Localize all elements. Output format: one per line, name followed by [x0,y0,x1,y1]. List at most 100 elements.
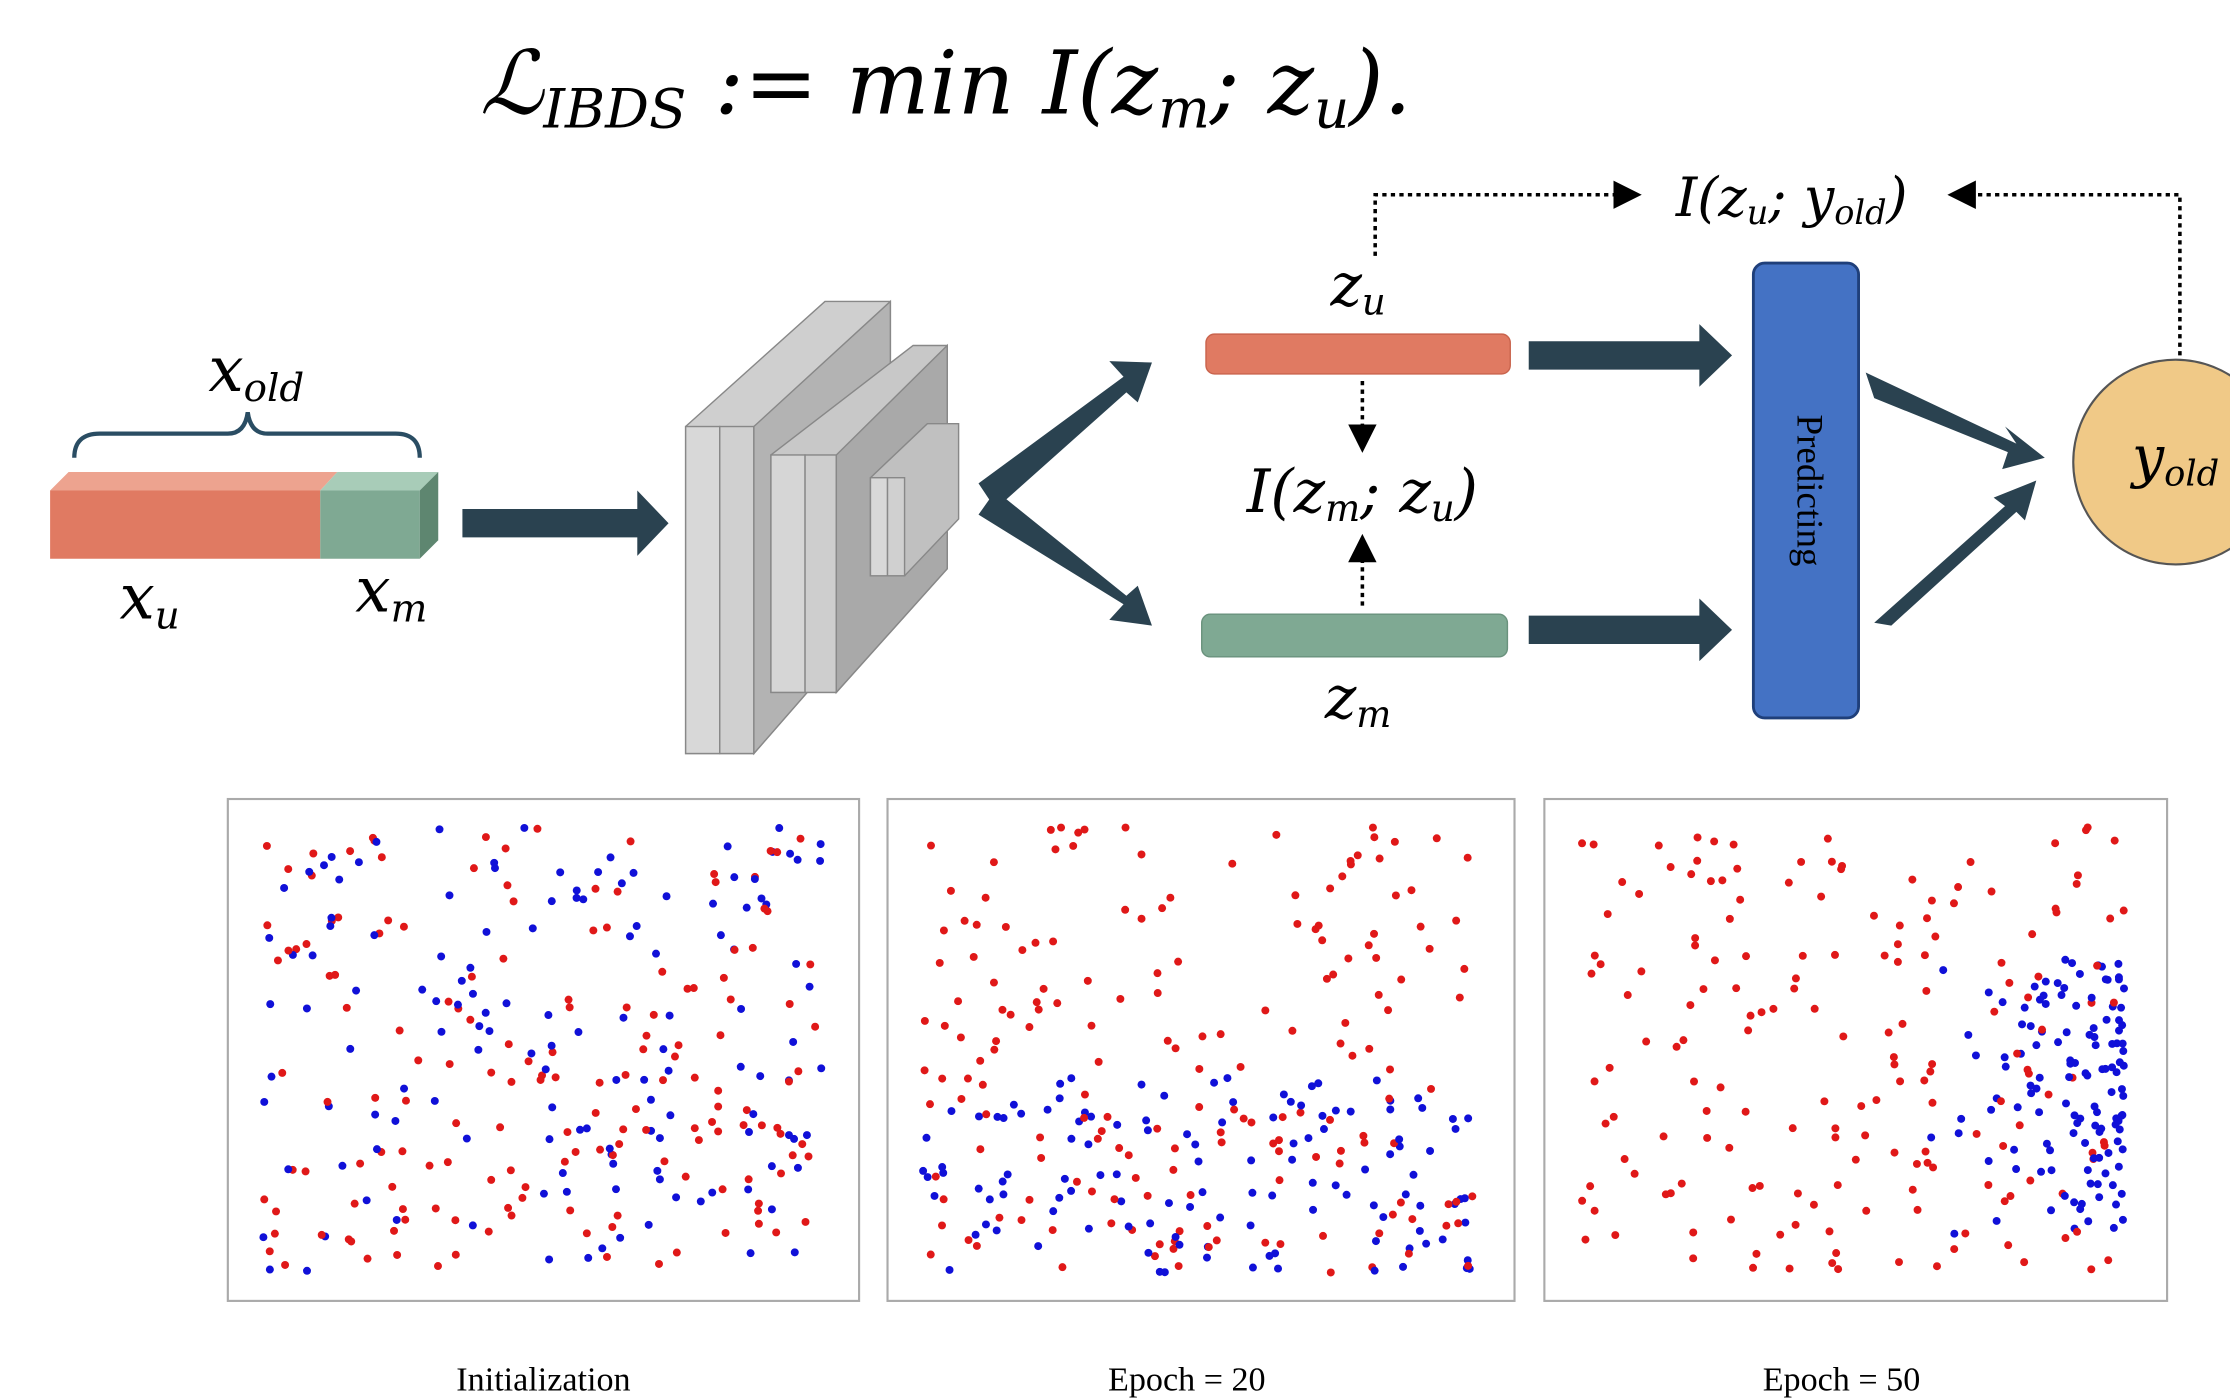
scatter-panels: InitializationEpoch = 20Epoch = 50 [228,799,2167,1398]
scatter-dot [976,1145,984,1153]
scatter-dot [1174,958,1182,966]
scatter-dot [1742,1108,1750,1116]
scatter-dot [957,1095,965,1103]
scatter-dot [2033,1085,2041,1093]
scatter-dot [2060,984,2068,992]
scatter-dot [1332,1181,1340,1189]
scatter-dot [263,842,271,850]
scatter-dot [1957,1115,1965,1123]
scatter-dot [2078,1200,2086,1208]
scatter-dot [1922,1148,1930,1156]
scatter-dot [1686,1001,1694,1009]
scatter-dot [1926,1068,1934,1076]
scatter-dot [1998,959,2006,967]
scatter-dot [773,1124,781,1132]
x-m-label: xm [355,553,427,631]
scatter-dot [1327,1268,1335,1276]
scatter-dot [2065,1073,2073,1081]
scatter-dot [1461,1194,1469,1202]
scatter-dot [592,885,600,893]
scatter-dot [1985,1157,1993,1165]
scatter-dot [1037,1154,1045,1162]
scatter-dot [1725,1144,1733,1152]
scatter-dot [756,1072,764,1080]
subscript: u [1431,487,1455,530]
scatter-dot [1756,1182,1764,1190]
scatter-dot [1678,1180,1686,1188]
scatter-dot [745,1175,753,1183]
scatter-dot [305,868,313,876]
scatter-dot [1085,1225,1093,1233]
scatter-dot [1832,1249,1840,1257]
scatter-dot [1107,1219,1115,1227]
scatter-dot [1217,1030,1225,1038]
scatter-dot [2084,1166,2092,1174]
scatter-dot [1142,1116,1150,1124]
scatter-dot [2117,1004,2125,1012]
scatter-dot [1370,930,1378,938]
scatter-dot [431,1097,439,1105]
scatter-dot [1691,934,1699,942]
scatter-dot [2119,1047,2127,1055]
scatter-dot [281,1261,289,1269]
scatter-dot [1610,1113,1618,1121]
scatter-dot [1820,1097,1828,1105]
scatter-dot [565,996,573,1004]
scatter-dot [574,1028,582,1036]
scatter-dot [927,842,935,850]
scatter-dot [393,1216,401,1224]
scatter-dot [400,1085,408,1093]
scatter-dot [556,868,564,876]
scatter-dot [1464,1262,1472,1270]
scatter-dot [335,876,343,884]
scatter-dot [2101,1142,2109,1150]
scatter-dot [1694,834,1702,842]
scatter-dot [1347,860,1355,868]
scatter-dot [1386,1066,1394,1074]
scatter-dot [2036,1074,2044,1082]
scatter-dot [1414,1094,1422,1102]
scatter-dot [1269,1139,1277,1147]
scatter-dot [972,1231,980,1239]
scatter-dot [1679,1036,1687,1044]
scatter-dot [642,1032,650,1040]
scatter-dot [434,1262,442,1270]
scatter-dot [284,865,292,873]
scatter-dot [656,1175,664,1183]
scatter-dot [372,838,380,846]
scatter-dot [563,1188,571,1196]
scatter-dot [474,1046,482,1054]
scatter-dot [328,853,336,861]
scatter-dot [1828,1259,1836,1267]
scatter-dot [626,932,634,940]
scatter-dot [2120,1062,2128,1070]
scatter-dot [1309,1179,1317,1187]
scatter-dot [1727,1216,1735,1224]
scatter-dot [724,842,732,850]
math-text: I(z [1675,166,1747,229]
scatter-dot [1464,1114,1472,1122]
scatter-dot [266,1000,274,1008]
scatter-dot [710,870,718,878]
panel-frame [228,799,859,1301]
scatter-dot [2012,1165,2020,1173]
scatter-dot [466,964,474,972]
scatter-dot [1276,1240,1284,1248]
scatter-dot [566,1206,574,1214]
scatter-dot [1272,831,1280,839]
scatter-dot [1084,1140,1092,1148]
scatter-dot [594,868,602,876]
scatter-dot [1138,1081,1146,1089]
scatter-dot [630,869,638,877]
scatter-dot [1329,971,1337,979]
scatter-dot [1067,1187,1075,1195]
scatter-dot [1113,1170,1121,1178]
scatter-dot [720,974,728,982]
scatter-dot [355,858,363,866]
z-u-label: zu [1329,252,1385,324]
scatter-dot [1591,1077,1599,1085]
scatter-dot [2106,915,2114,923]
scatter-dot [1146,1219,1154,1227]
scatter-dot [708,1189,716,1197]
math-text: ) [1886,166,1908,229]
